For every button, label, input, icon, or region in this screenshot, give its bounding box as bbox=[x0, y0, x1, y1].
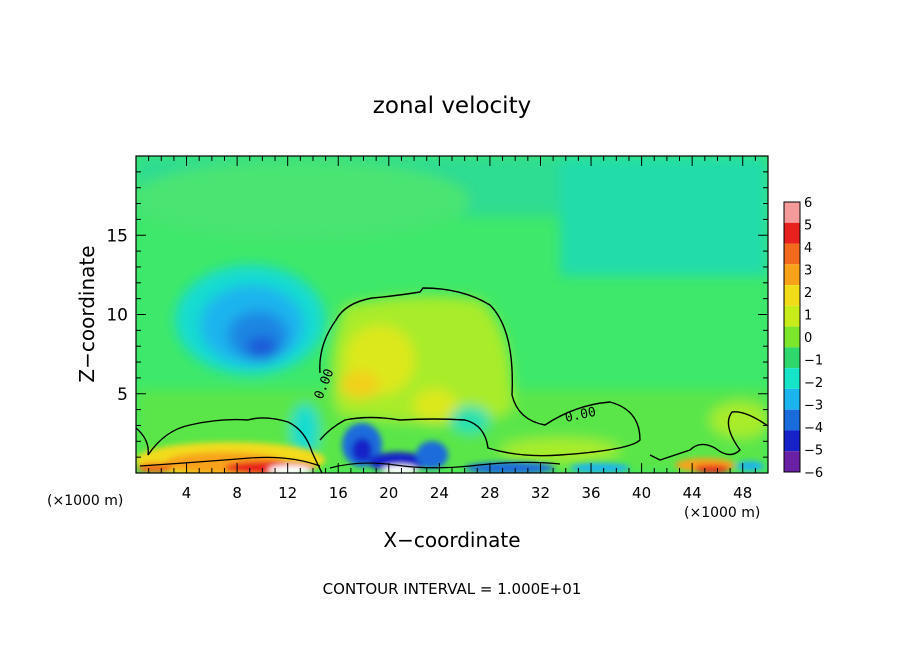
chart-title: zonal velocity bbox=[373, 93, 531, 119]
colorbar-swatch bbox=[784, 202, 800, 223]
x-tick-label: 4 bbox=[182, 484, 192, 502]
colorbar-label: −2 bbox=[804, 376, 823, 391]
x-tick-label: 8 bbox=[232, 484, 242, 502]
colorbar-label: 1 bbox=[804, 309, 812, 324]
contour-label-2: 0.00 bbox=[564, 405, 598, 426]
colorbar-label: −3 bbox=[804, 399, 823, 414]
colorbar-label: −5 bbox=[804, 444, 823, 459]
axis-ticks bbox=[136, 156, 768, 473]
x-tick-label: 32 bbox=[531, 484, 550, 502]
colorbar-label: −4 bbox=[804, 421, 823, 436]
x-unit-right: (×1000 m) bbox=[684, 505, 760, 521]
colorbar-frame bbox=[783, 201, 801, 473]
y-tick-label: 5 bbox=[117, 385, 128, 405]
colorbar-label: 4 bbox=[804, 241, 812, 256]
zero-contour-main bbox=[319, 287, 641, 457]
colorbar-swatch bbox=[784, 285, 800, 306]
zero-contour-right bbox=[649, 411, 768, 461]
colorbar-swatch bbox=[784, 451, 800, 472]
x-tick-label: 12 bbox=[278, 484, 297, 502]
colorbar-swatch bbox=[784, 264, 800, 286]
x-tick-label: 20 bbox=[379, 484, 398, 502]
contour-interval-note: CONTOUR INTERVAL = 1.000E+01 bbox=[323, 580, 582, 598]
colorbar-swatch bbox=[784, 430, 800, 452]
x-tick-label: 36 bbox=[581, 484, 600, 502]
x-axis-label: X−coordinate bbox=[383, 528, 520, 552]
colorbar-label: 2 bbox=[804, 286, 812, 301]
x-tick-label: 44 bbox=[683, 484, 702, 502]
colorbar-swatch bbox=[784, 368, 800, 389]
colorbar-swatch bbox=[784, 347, 800, 369]
colorbar-swatch bbox=[784, 305, 800, 327]
y-tick-label: 10 bbox=[106, 306, 128, 326]
colorbar-label: 6 bbox=[804, 196, 812, 211]
colorbar-swatch bbox=[784, 409, 800, 431]
colorbar: 6 5 4 3 2 1 0 −1 −2 −3 −4 −5 −6 bbox=[783, 196, 823, 481]
colorbar-swatch bbox=[784, 222, 800, 244]
colorbar-label: 3 bbox=[804, 264, 812, 279]
colorbar-label: −1 bbox=[804, 354, 823, 369]
x-tick-label: 28 bbox=[480, 484, 499, 502]
colorbar-label: −6 bbox=[804, 466, 823, 481]
velocity-field: 0.00 0.00 bbox=[136, 156, 768, 473]
colorbar-swatch bbox=[784, 388, 800, 410]
zero-contour-lower bbox=[136, 417, 323, 473]
colorbar-label: 5 bbox=[804, 219, 812, 234]
colorbar-label: 0 bbox=[804, 331, 812, 346]
y-axis-label: Z−coordinate bbox=[75, 245, 99, 382]
colorbar-swatch bbox=[784, 326, 800, 348]
y-tick-labels: 5 10 15 bbox=[106, 226, 128, 405]
zero-contour-surface bbox=[139, 456, 561, 469]
x-tick-label: 16 bbox=[329, 484, 348, 502]
x-tick-label: 24 bbox=[430, 484, 449, 502]
colorbar-swatch bbox=[784, 243, 800, 265]
x-tick-labels: 4 8 12 16 20 24 28 32 36 40 44 48 bbox=[182, 484, 752, 502]
x-unit-left: (×1000 m) bbox=[47, 493, 123, 509]
y-tick-label: 15 bbox=[106, 226, 128, 246]
x-tick-label: 48 bbox=[733, 484, 752, 502]
x-tick-label: 40 bbox=[632, 484, 651, 502]
